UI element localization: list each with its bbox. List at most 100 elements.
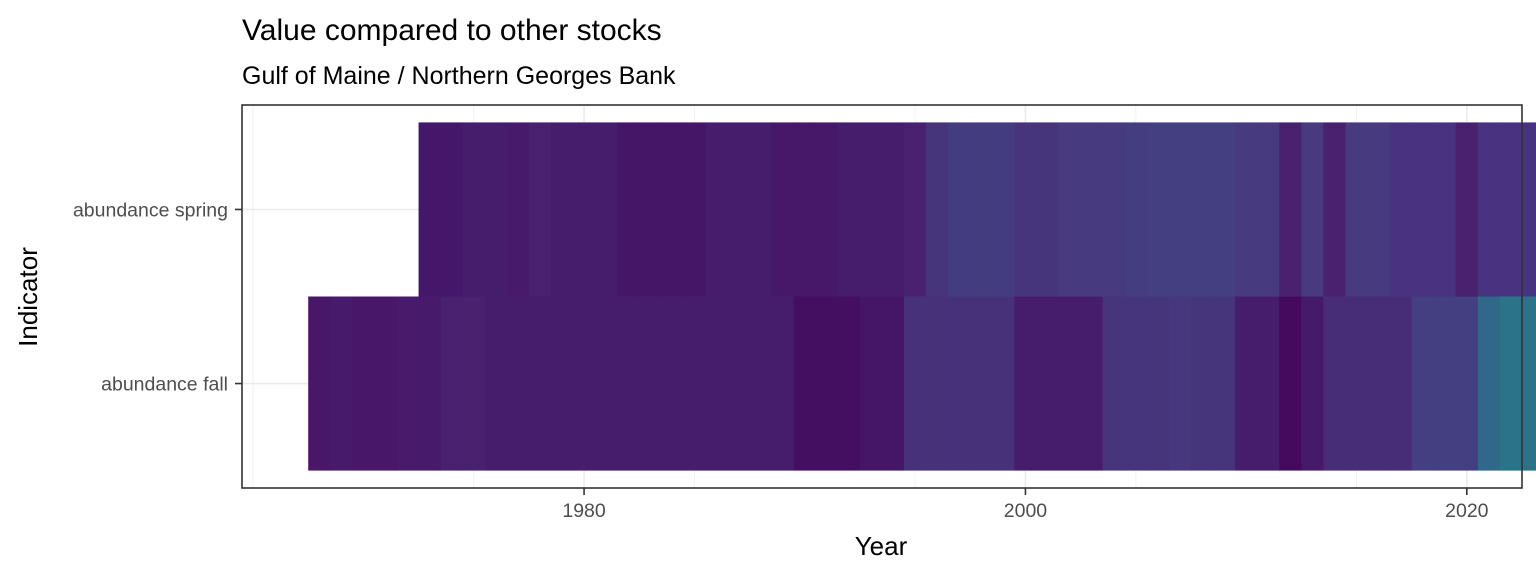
- heatmap-tile: [595, 296, 618, 471]
- heatmap-tile: [639, 296, 662, 471]
- heatmap-tile: [1411, 296, 1435, 471]
- heatmap-tile: [1433, 296, 1457, 471]
- heatmap-tile: [904, 122, 927, 297]
- heatmap-tile: [793, 296, 817, 471]
- heatmap-tile: [418, 296, 442, 471]
- chart-title: Value compared to other stocks: [242, 14, 662, 47]
- heatmap-tile: [859, 296, 883, 471]
- heatmap-tile: [1477, 122, 1501, 297]
- heatmap-tile: [727, 296, 750, 471]
- heatmap-tile: [1058, 122, 1082, 297]
- heatmap-tile: [462, 122, 486, 297]
- heatmap-tile: [1301, 122, 1324, 297]
- heatmap-tile: [1367, 296, 1390, 471]
- heatmap-tile: [1235, 296, 1258, 471]
- heatmap-tile: [771, 296, 795, 471]
- heatmap-tile: [506, 122, 530, 297]
- heatmap-tile: [837, 296, 861, 471]
- heatmap-tile: [1279, 296, 1302, 471]
- heatmap-tile: [1213, 122, 1236, 297]
- heatmap-tile: [1146, 122, 1170, 297]
- heatmap-tile: [1499, 122, 1523, 297]
- heatmap-tile: [1257, 122, 1280, 297]
- y-axis-title: Indicator: [13, 247, 43, 347]
- heatmap-tile: [506, 296, 530, 471]
- heatmap-tile: [374, 296, 397, 471]
- heatmap-tile: [1345, 122, 1368, 297]
- heatmap-tile: [1367, 122, 1390, 297]
- heatmap-tile: [1080, 296, 1104, 471]
- heatmap-tile: [550, 122, 574, 297]
- heatmap-tile: [639, 122, 662, 297]
- heatmap-tile: [1146, 296, 1170, 471]
- heatmap-tile: [815, 296, 839, 471]
- heatmap-tile: [440, 122, 464, 297]
- heatmap-tile: [1014, 122, 1037, 297]
- heatmap-tile: [705, 122, 728, 297]
- panel-border: [241, 104, 1523, 489]
- heatmap-tile: [749, 122, 773, 297]
- heatmap-tile: [661, 122, 684, 297]
- heatmap-tile: [1168, 296, 1192, 471]
- chart-subtitle: Gulf of Maine / Northern Georges Bank: [242, 62, 676, 90]
- heatmap-tile: [573, 122, 596, 297]
- heatmap-tile: [418, 122, 442, 297]
- y-tick-label: abundance fall: [101, 374, 228, 396]
- heatmap-tile: [1190, 122, 1214, 297]
- heatmap-tile: [330, 296, 353, 471]
- heatmap-tile: [793, 122, 817, 297]
- heatmap-tile: [683, 296, 706, 471]
- heatmap-tile: [1124, 122, 1148, 297]
- x-tick-label: 1980: [562, 500, 606, 522]
- heatmap-tile: [683, 122, 706, 297]
- heatmap-tile: [882, 296, 905, 471]
- heatmap-tile: [1102, 296, 1126, 471]
- heatmap-tile: [1455, 296, 1479, 471]
- heatmap-tile: [992, 122, 1015, 297]
- heatmap-tile: [550, 296, 574, 471]
- heatmap-tile: [948, 296, 971, 471]
- heatmap-tile: [926, 122, 949, 297]
- heatmap-tile: [948, 122, 971, 297]
- heatmap-tile: [1190, 296, 1214, 471]
- heatmap-tile: [1301, 296, 1324, 471]
- heatmap-tile: [308, 296, 331, 471]
- heatmap-tile: [1499, 296, 1523, 471]
- heatmap-tile: [1345, 296, 1368, 471]
- x-axis-title: Year: [855, 531, 908, 561]
- heatmap-tile: [1235, 122, 1258, 297]
- heatmap-tile: [396, 296, 419, 471]
- heatmap-tile: [573, 296, 596, 471]
- heatmap-tile: [1124, 296, 1148, 471]
- heatmap-tile: [1014, 296, 1037, 471]
- heatmap-tile: [1411, 122, 1435, 297]
- heatmap-tile: [705, 296, 728, 471]
- heatmap-tile: [1433, 122, 1457, 297]
- heatmap-tile: [815, 122, 839, 297]
- heatmap-tile: [1389, 296, 1413, 471]
- heatmap-tile: [1323, 296, 1346, 471]
- heatmap-tile: [727, 122, 750, 297]
- y-tick-label: abundance spring: [73, 199, 228, 221]
- heatmap-tile: [1102, 122, 1126, 297]
- heatmap-tile: [859, 122, 883, 297]
- heatmap-tile: [904, 296, 927, 471]
- heatmap-tile: [1036, 296, 1059, 471]
- heatmap-tile: [595, 122, 618, 297]
- heatmap-tile: [617, 122, 640, 297]
- heatmap-tile: [661, 296, 684, 471]
- heatmap-tile: [926, 296, 949, 471]
- heatmap-tile: [1036, 122, 1059, 297]
- heatmap-tile: [528, 122, 552, 297]
- heatmap-tile: [1257, 296, 1280, 471]
- heatmap-tile: [1477, 296, 1501, 471]
- heatmap-tile: [484, 122, 508, 297]
- heatmap-tile: [970, 296, 993, 471]
- heatmap-tile: [970, 122, 993, 297]
- heatmap-tile: [1279, 122, 1302, 297]
- heatmap-tile: [1323, 122, 1346, 297]
- x-tick-label: 2020: [1445, 500, 1489, 522]
- heatmap-tile: [1058, 296, 1082, 471]
- heatmap-tile: [1080, 122, 1104, 297]
